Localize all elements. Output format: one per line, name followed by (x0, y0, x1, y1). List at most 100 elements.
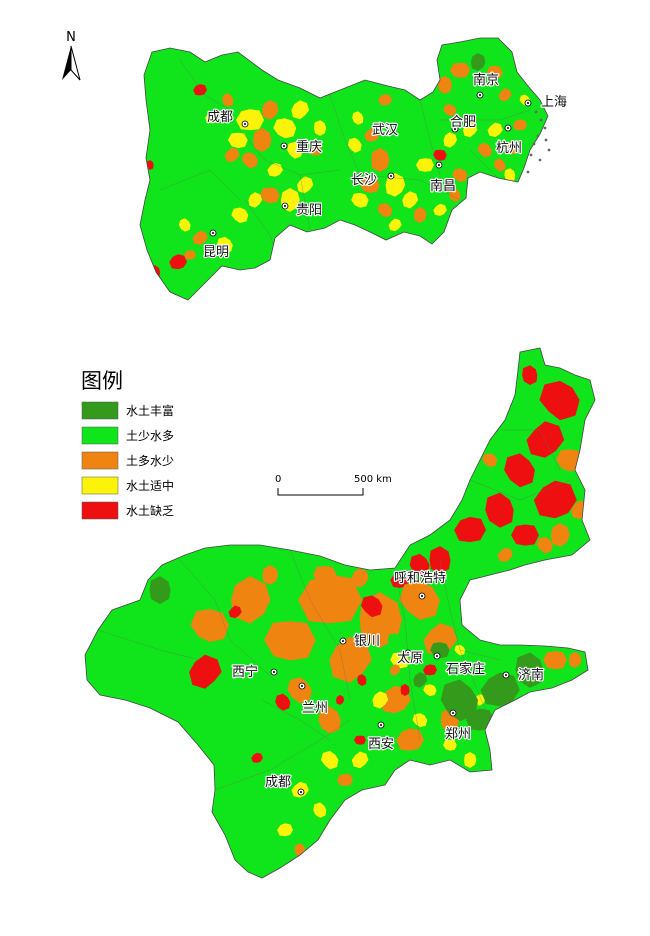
region-yellow (352, 111, 364, 125)
region-orange (498, 88, 512, 102)
region-orange (262, 100, 279, 120)
legend-swatch (81, 451, 119, 470)
province-boundary (469, 479, 571, 501)
city-n-4: 石家庄 (433, 652, 486, 678)
region-red (275, 693, 291, 711)
island-dot (539, 118, 543, 122)
capital-marker-dot (301, 685, 303, 687)
region-red (539, 380, 580, 421)
legend-label: 水土适中 (126, 478, 174, 493)
city-label: 南京 (473, 72, 499, 88)
region-orange (487, 65, 503, 79)
region-yellow (433, 203, 447, 216)
capital-marker-dot (283, 145, 285, 147)
region-orange (260, 187, 280, 204)
city-label: 太原 (397, 651, 423, 666)
legend-item-3: 土多水少 (81, 451, 174, 470)
scale-start-label: 0 (275, 474, 281, 485)
legend-item-2: 土少水多 (81, 426, 174, 445)
region-orange (389, 664, 401, 676)
island-dot (543, 126, 547, 130)
region-yellow (321, 750, 339, 770)
city-label: 呼和浩特 (394, 571, 446, 586)
region-yellow (351, 192, 369, 208)
region-green (218, 560, 242, 579)
legend-item-5: 水土缺乏 (81, 501, 174, 520)
city-label: 合肥 (450, 115, 476, 130)
region-yellow (228, 132, 248, 148)
region-red (511, 524, 539, 546)
region-yellow (179, 218, 191, 232)
south-region-outline (139, 37, 549, 301)
capital-marker-dot (454, 128, 456, 130)
region-yellow (443, 132, 457, 148)
region-yellow (205, 112, 219, 124)
island-dot (532, 142, 536, 146)
region-green (387, 633, 403, 647)
city-n-3: 太原 (396, 649, 424, 667)
city-s-3: 贵阳 (281, 202, 323, 219)
city-label: 成都 (207, 110, 233, 125)
city-label: 长沙 (351, 173, 377, 188)
capital-marker-dot (438, 164, 440, 166)
city-label: 重庆 (296, 139, 322, 155)
city-n-1: 呼和浩特 (393, 570, 447, 600)
region-orange (308, 144, 322, 156)
province-boundary (261, 699, 331, 741)
capital-marker-dot (342, 640, 344, 642)
city-label: 武汉 (372, 123, 398, 138)
city-s-10: 杭州 (495, 124, 523, 157)
capital-marker-dot (244, 123, 246, 125)
region-orange (329, 636, 372, 683)
province-boundary (500, 429, 561, 471)
region-orange (351, 568, 369, 588)
province-boundary (469, 149, 501, 181)
capital-marker-dot (479, 94, 481, 96)
region-yellow (504, 168, 516, 182)
capital-marker-dot (284, 205, 286, 207)
province-boundary (329, 94, 361, 176)
city-n-5: 济南 (502, 666, 545, 684)
north-region-outline (84, 347, 596, 879)
island-dot (526, 170, 530, 174)
city-label: 西宁 (232, 664, 258, 680)
coastal-islands (526, 110, 551, 174)
region-yellow (231, 207, 249, 223)
region-orange (568, 652, 582, 668)
city-label: 石家庄 (446, 661, 485, 677)
island-dot (538, 158, 542, 162)
city-label: 济南 (518, 667, 544, 683)
region-rich (471, 53, 486, 71)
city-s-1: 成都 (206, 109, 249, 128)
legend-swatch (81, 426, 119, 445)
region-orange (450, 62, 470, 78)
city-n-9: 郑州 (444, 709, 472, 743)
city-label: 郑州 (445, 727, 471, 742)
legend-item-1: 水土丰富 (81, 401, 174, 420)
region-orange (364, 127, 380, 142)
province-boundary (239, 129, 341, 176)
capital-marker-dot (527, 102, 529, 104)
city-label: 成都 (265, 775, 291, 790)
region-orange (318, 706, 341, 734)
region-yellow (313, 802, 327, 818)
region-yellow (416, 158, 434, 172)
island-dot (536, 134, 540, 138)
region-yellow (216, 236, 233, 254)
region-green (462, 86, 479, 104)
island-dot (544, 138, 548, 142)
region-red (522, 365, 538, 385)
region-orange (371, 148, 390, 172)
region-yellow (402, 191, 419, 209)
legend-swatch (81, 401, 119, 420)
city-s-8: 南京 (472, 71, 500, 99)
region-orange (360, 177, 380, 193)
region-orange (287, 677, 312, 704)
capital-marker-dot (421, 595, 423, 597)
region-yellow (462, 122, 478, 138)
region-yellow (351, 751, 369, 769)
region-red (409, 553, 430, 577)
region-red (251, 752, 263, 763)
